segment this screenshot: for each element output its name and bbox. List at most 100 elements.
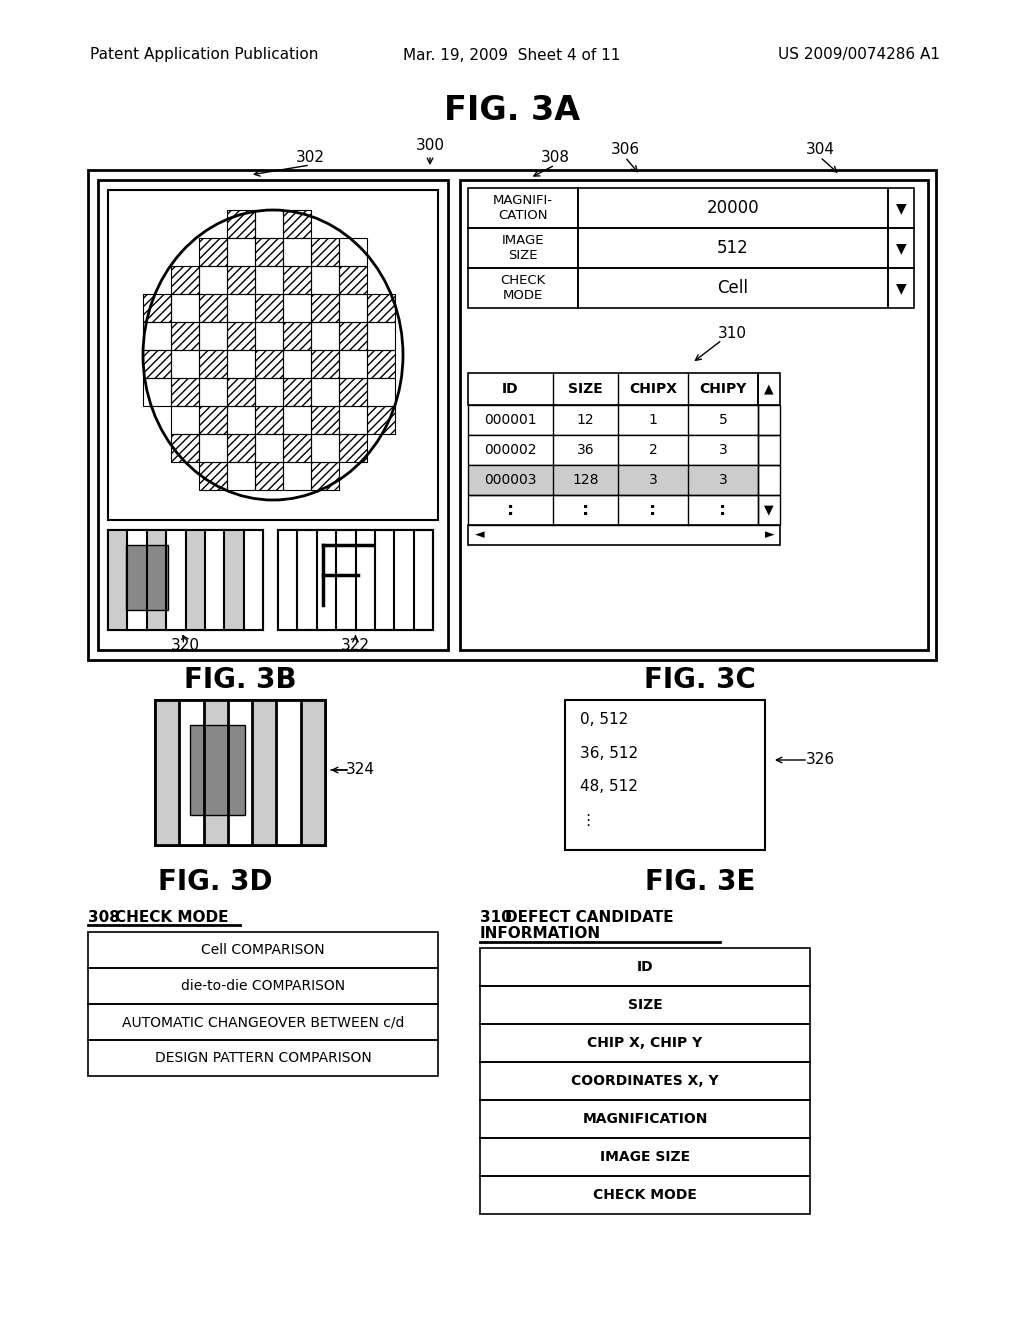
- Bar: [227, 322, 255, 350]
- Text: IMAGE
SIZE: IMAGE SIZE: [502, 234, 544, 261]
- Bar: [199, 407, 227, 434]
- Bar: [414, 531, 433, 630]
- Bar: [255, 210, 283, 238]
- Bar: [311, 350, 339, 378]
- Text: CHIPY: CHIPY: [699, 381, 746, 396]
- Bar: [143, 350, 171, 378]
- Bar: [468, 268, 578, 308]
- Bar: [185, 531, 205, 630]
- Bar: [171, 434, 199, 462]
- Bar: [255, 294, 283, 322]
- Text: 5: 5: [719, 413, 727, 426]
- Bar: [758, 465, 780, 495]
- Bar: [355, 531, 375, 630]
- Bar: [316, 531, 336, 630]
- Bar: [190, 725, 245, 814]
- Bar: [98, 180, 449, 649]
- Text: Cell COMPARISON: Cell COMPARISON: [201, 942, 325, 957]
- Bar: [179, 700, 204, 845]
- Text: 3: 3: [648, 473, 657, 487]
- Bar: [283, 378, 311, 407]
- Bar: [278, 531, 433, 630]
- Bar: [227, 350, 255, 378]
- Bar: [199, 434, 227, 462]
- Bar: [311, 238, 339, 267]
- Bar: [301, 700, 325, 845]
- Bar: [255, 267, 283, 294]
- Bar: [227, 294, 255, 322]
- Bar: [339, 434, 367, 462]
- Bar: [339, 378, 367, 407]
- Bar: [199, 238, 227, 267]
- Bar: [143, 350, 171, 378]
- Bar: [171, 378, 199, 407]
- Bar: [311, 378, 339, 407]
- Bar: [468, 465, 758, 495]
- Bar: [171, 434, 199, 462]
- Text: ⋮: ⋮: [580, 813, 595, 828]
- Text: 302: 302: [296, 150, 325, 165]
- Text: Cell: Cell: [718, 279, 749, 297]
- Bar: [171, 294, 199, 322]
- Bar: [205, 531, 224, 630]
- Bar: [336, 531, 355, 630]
- Text: FIG. 3C: FIG. 3C: [644, 667, 756, 694]
- Bar: [578, 228, 888, 268]
- Bar: [252, 700, 276, 845]
- Text: 000003: 000003: [484, 473, 537, 487]
- Bar: [199, 238, 227, 267]
- Bar: [255, 238, 283, 267]
- Text: 12: 12: [577, 413, 594, 426]
- Bar: [228, 700, 252, 845]
- Bar: [227, 267, 255, 294]
- Bar: [255, 238, 283, 267]
- Bar: [480, 1100, 810, 1138]
- Bar: [166, 531, 185, 630]
- Bar: [227, 407, 255, 434]
- Text: 308: 308: [541, 150, 569, 165]
- Bar: [468, 374, 758, 405]
- Bar: [276, 700, 301, 845]
- Text: SIZE: SIZE: [568, 381, 603, 396]
- Bar: [339, 322, 367, 350]
- Bar: [311, 267, 339, 294]
- Bar: [255, 350, 283, 378]
- Bar: [227, 378, 255, 407]
- Bar: [143, 294, 171, 322]
- Bar: [367, 322, 395, 350]
- Bar: [171, 350, 199, 378]
- Text: 512: 512: [717, 239, 749, 257]
- Bar: [255, 350, 283, 378]
- Bar: [339, 238, 367, 267]
- Bar: [227, 462, 255, 490]
- Bar: [199, 350, 227, 378]
- Bar: [468, 228, 578, 268]
- Bar: [244, 531, 263, 630]
- Bar: [367, 350, 395, 378]
- Bar: [171, 378, 199, 407]
- Text: 310: 310: [718, 326, 746, 341]
- Bar: [143, 294, 171, 322]
- Bar: [311, 294, 339, 322]
- Bar: [88, 1040, 438, 1076]
- Bar: [311, 462, 339, 490]
- Bar: [888, 187, 914, 228]
- Bar: [888, 228, 914, 268]
- Text: 326: 326: [806, 752, 835, 767]
- Bar: [283, 322, 311, 350]
- Bar: [367, 407, 395, 434]
- Bar: [283, 434, 311, 462]
- Bar: [758, 374, 780, 405]
- Bar: [311, 238, 339, 267]
- Text: CHECK
MODE: CHECK MODE: [501, 275, 546, 302]
- Bar: [255, 434, 283, 462]
- Bar: [227, 210, 255, 238]
- Bar: [227, 322, 255, 350]
- Bar: [88, 932, 438, 968]
- Text: Mar. 19, 2009  Sheet 4 of 11: Mar. 19, 2009 Sheet 4 of 11: [403, 48, 621, 62]
- Bar: [311, 407, 339, 434]
- Bar: [278, 531, 297, 630]
- Bar: [283, 407, 311, 434]
- Bar: [127, 531, 146, 630]
- Text: 310: 310: [480, 909, 512, 925]
